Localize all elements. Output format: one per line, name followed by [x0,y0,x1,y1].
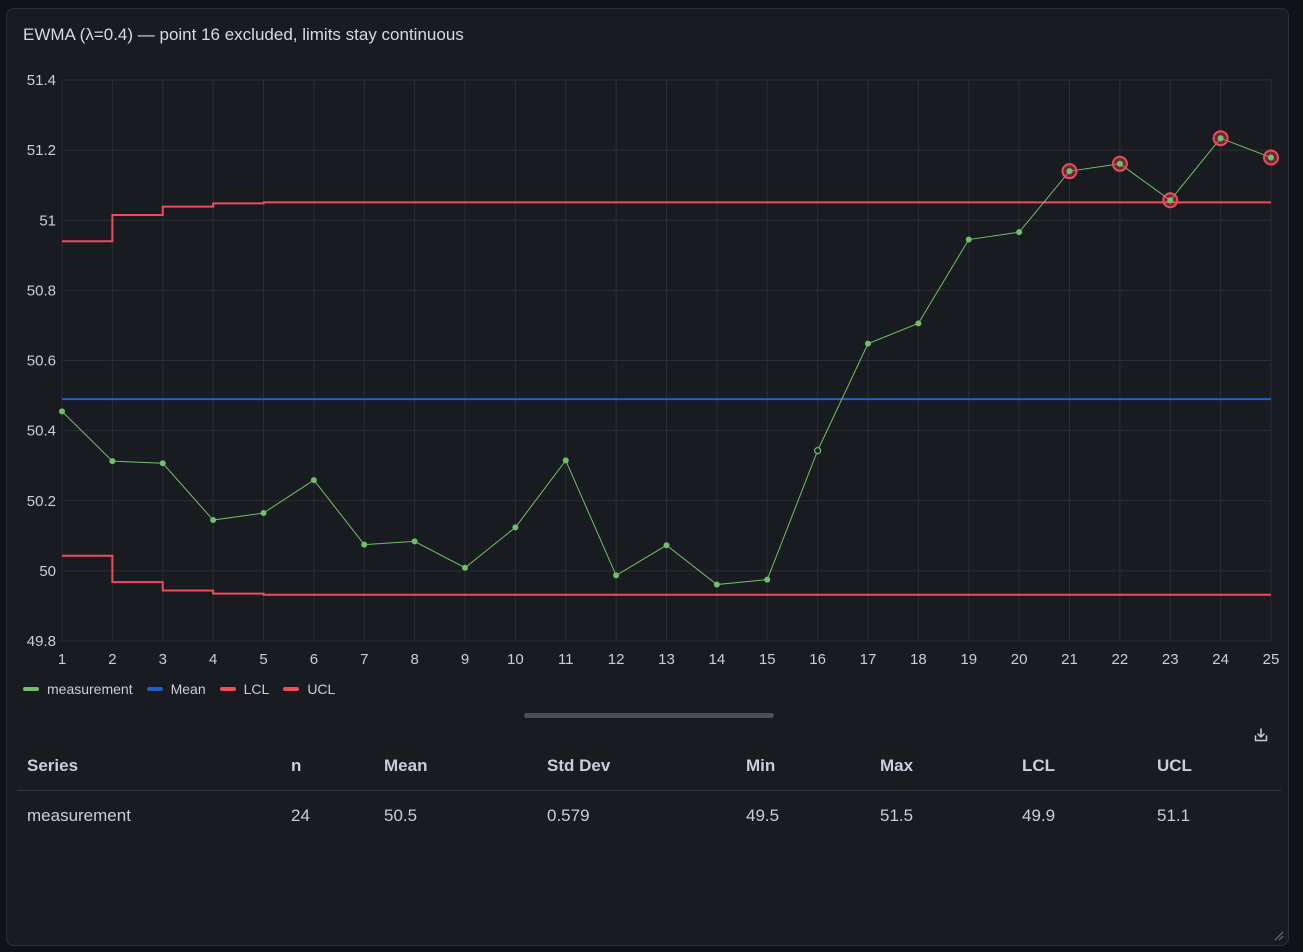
ucl-line [62,201,1271,243]
measurement-point [764,576,771,583]
x-tick-label: 13 [658,651,675,668]
col-header-lcl[interactable]: LCL [1012,749,1147,791]
y-tick-label: 50.6 [27,353,56,370]
x-tick-label: 5 [259,651,267,668]
legend-swatch [23,687,39,691]
download-icon[interactable] [1253,727,1269,743]
ewma-chart: 1 2 3 4 5 6 7 8 9 10 11 12 13 14 15 16 17 18 19 20 21 22 23 24 2… [27,72,1280,668]
table-row: measurement 24 50.5 0.579 49.5 51.5 49.9… [17,791,1281,842]
measurement-point [562,457,569,464]
measurement-point [59,408,65,415]
resize-handle-icon[interactable] [1272,929,1284,941]
panel-title: EWMA (λ=0.4) — point 16 excluded, limits… [23,25,464,44]
x-tick-label: 2 [108,651,116,668]
y-tick-label: 50 [39,563,56,580]
x-tick-label: 11 [558,651,574,668]
col-header-min[interactable]: Min [736,749,870,791]
legend-swatch [283,687,300,691]
measurement-point [1268,154,1274,161]
legend-item-mean[interactable]: Mean [146,681,206,697]
horizontal-scrollbar[interactable] [524,713,774,718]
chart-panel: EWMA (λ=0.4) — point 16 excluded, limits… [6,8,1289,946]
y-tick-label: 50.8 [27,282,56,299]
x-tick-label: 22 [1112,651,1129,668]
measurement-point [310,477,317,484]
x-tick-label: 9 [461,651,469,668]
legend-label: LCL [243,681,270,697]
x-tick-label: 6 [310,651,318,668]
y-tick-label: 50.2 [27,493,56,510]
measurement-point [462,564,468,571]
measurement-point [1116,160,1123,167]
measurement-point [512,524,519,531]
y-tick-label: 51.2 [27,142,56,159]
measurement-point [1217,135,1224,142]
measurement-point [713,581,720,588]
measurement-point [411,538,418,545]
x-tick-label: 18 [910,651,927,668]
col-header-series[interactable]: Series [17,749,281,791]
chart-legend: measurement Mean LCL UCL [23,681,335,697]
measurement-point [1066,168,1073,175]
x-tick-label: 19 [960,651,977,668]
measurement-point [210,517,217,524]
measurement-point [159,460,166,467]
x-tick-label: 12 [608,651,625,668]
measurement-point [361,541,368,548]
lcl-line [62,554,1271,596]
cell-series: measurement [27,806,131,825]
col-header-std-dev[interactable]: Std Dev [537,749,736,791]
excluded-point [814,447,822,455]
legend-label: UCL [307,681,336,697]
col-header-n[interactable]: n [281,749,374,791]
x-tick-label: 20 [1011,651,1028,668]
cell-ucl: 51.1 [1157,806,1191,825]
legend-swatch [219,687,236,691]
measurement-point [260,510,267,517]
legend-item-measurement[interactable]: measurement [23,681,133,697]
col-header-ucl[interactable]: UCL [1147,749,1281,791]
x-tick-label: 16 [809,651,826,668]
cell-std-dev: 0.579 [547,806,590,825]
x-tick-label: 15 [759,651,776,668]
legend-label: Mean [170,681,206,697]
x-tick-label: 14 [709,651,726,668]
x-tick-label: 3 [159,651,167,668]
measurement-point [109,458,116,465]
stats-table: Series n Mean Std Dev Min Max LCL UCL me… [17,749,1281,841]
measurement-point [865,340,871,347]
legend-label: measurement [47,681,133,697]
measurement-point [663,542,670,549]
measurement-point [965,236,972,243]
x-tick-label: 10 [507,651,524,668]
cell-max: 51.5 [880,806,914,825]
col-header-mean[interactable]: Mean [374,749,537,791]
x-tick-label: 7 [360,651,368,668]
x-tick-label: 17 [860,651,877,668]
x-tick-label: 1 [58,651,66,668]
measurement-point [1016,229,1023,236]
cell-mean: 50.5 [384,806,418,825]
x-tick-label: 24 [1212,651,1229,668]
legend-item-ucl[interactable]: UCL [283,681,335,697]
y-tick-label: 51 [39,212,56,229]
measurement-point [1167,197,1174,204]
cell-lcl: 49.9 [1022,806,1056,825]
measurement-point [915,320,922,327]
cell-n: 24 [291,806,310,825]
y-tick-label: 50.4 [27,423,56,440]
cell-min: 49.5 [746,806,780,825]
x-tick-label: 21 [1061,651,1078,668]
x-tick-label: 4 [209,651,217,668]
measurement-point [613,572,620,579]
y-tick-label: 51.4 [27,72,56,89]
col-header-max[interactable]: Max [870,749,1012,791]
table-header-row: Series n Mean Std Dev Min Max LCL UCL [17,749,1281,791]
legend-swatch [146,687,163,691]
x-tick-label: 25 [1263,651,1280,668]
y-tick-label: 49.8 [27,633,56,650]
x-tick-label: 23 [1162,651,1179,668]
legend-item-lcl[interactable]: LCL [219,681,270,697]
x-tick-label: 8 [410,651,418,668]
